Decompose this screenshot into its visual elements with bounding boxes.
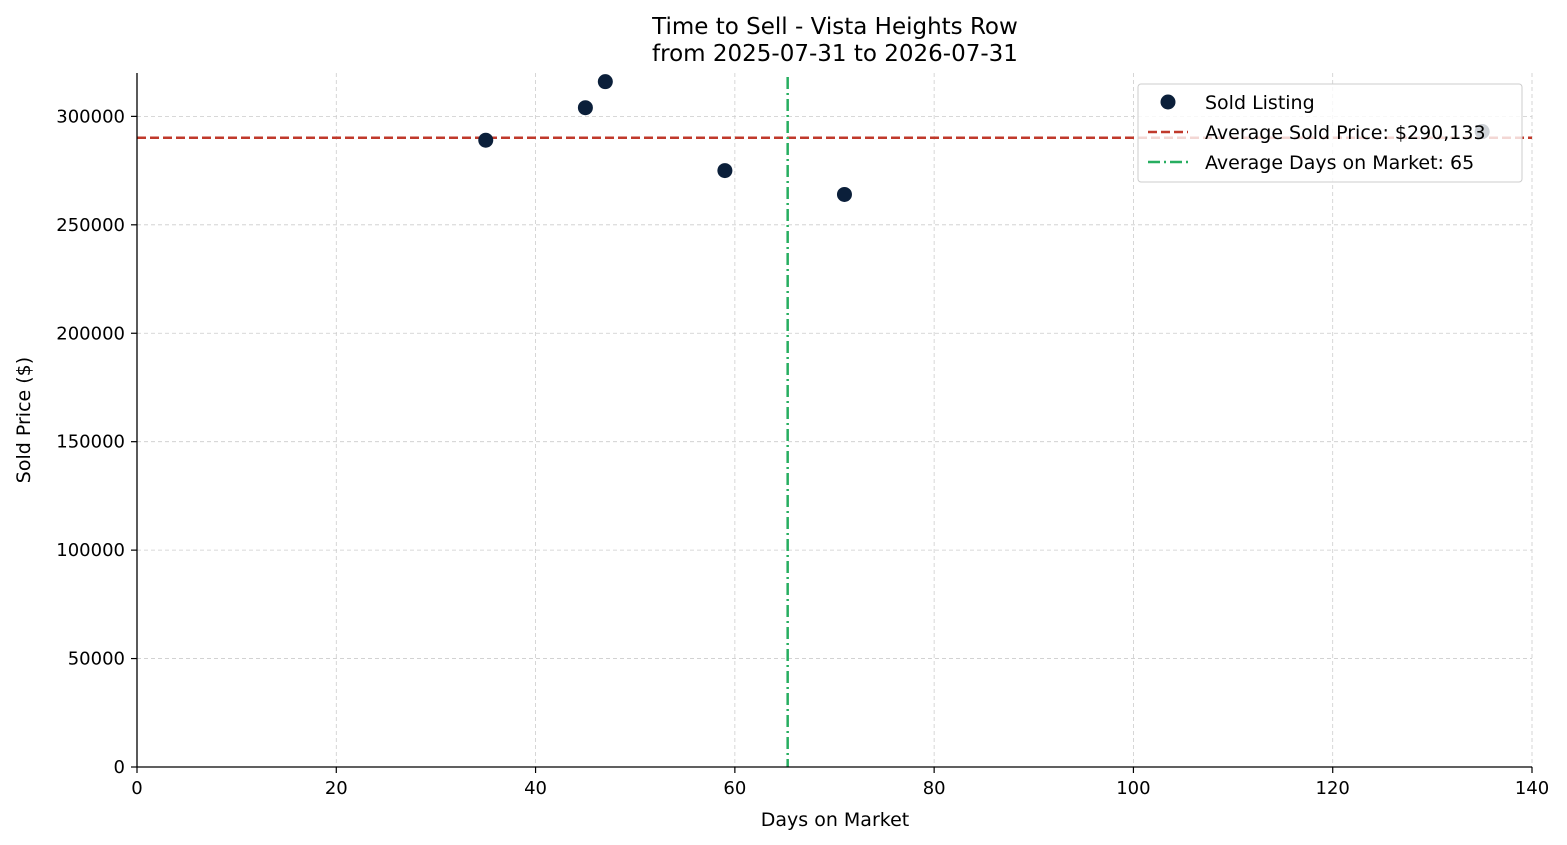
y-axis-label: Sold Price ($) (13, 357, 35, 483)
x-axis-label: Days on Market (761, 809, 909, 831)
y-tick-label: 250000 (56, 215, 125, 236)
y-tick-label: 100000 (56, 540, 125, 561)
chart-title: Time to Sell - Vista Heights Row (651, 14, 1018, 40)
x-tick-label: 100 (1116, 778, 1150, 799)
legend-label-sold-listing: Sold Listing (1205, 92, 1315, 114)
legend-marker-sold-listing (1160, 94, 1176, 110)
data-point (836, 186, 852, 202)
axes (136, 73, 1532, 768)
y-tick-label: 200000 (56, 323, 125, 344)
x-tick-label: 40 (524, 778, 547, 799)
y-tick-label: 0 (114, 757, 125, 778)
y-tick-label: 150000 (56, 432, 125, 453)
x-tick-label: 0 (131, 778, 142, 799)
legend-label-average-price: Average Sold Price: $290,133 (1205, 122, 1486, 144)
data-point (597, 74, 613, 90)
legend-label-average-days: Average Days on Market: 65 (1205, 152, 1474, 174)
chart-subtitle: from 2025-07-31 to 2026-07-31 (652, 41, 1018, 67)
x-tick-label: 120 (1316, 778, 1350, 799)
data-point (478, 132, 494, 148)
x-tick-label: 140 (1515, 778, 1549, 799)
x-tick-label: 60 (723, 778, 746, 799)
y-tick-label: 300000 (56, 106, 125, 127)
x-tick-label: 80 (923, 778, 946, 799)
legend: Sold Listing Average Sold Price: $290,13… (1137, 83, 1523, 183)
data-point (577, 100, 593, 116)
data-point (717, 163, 733, 179)
y-tick-label: 50000 (68, 649, 125, 670)
ticks: 0 20 40 60 80 100 120 140 0 50000 100000 150000 2000… (56, 106, 1549, 799)
x-tick-label: 20 (325, 778, 348, 799)
legend-box (1137, 83, 1523, 183)
